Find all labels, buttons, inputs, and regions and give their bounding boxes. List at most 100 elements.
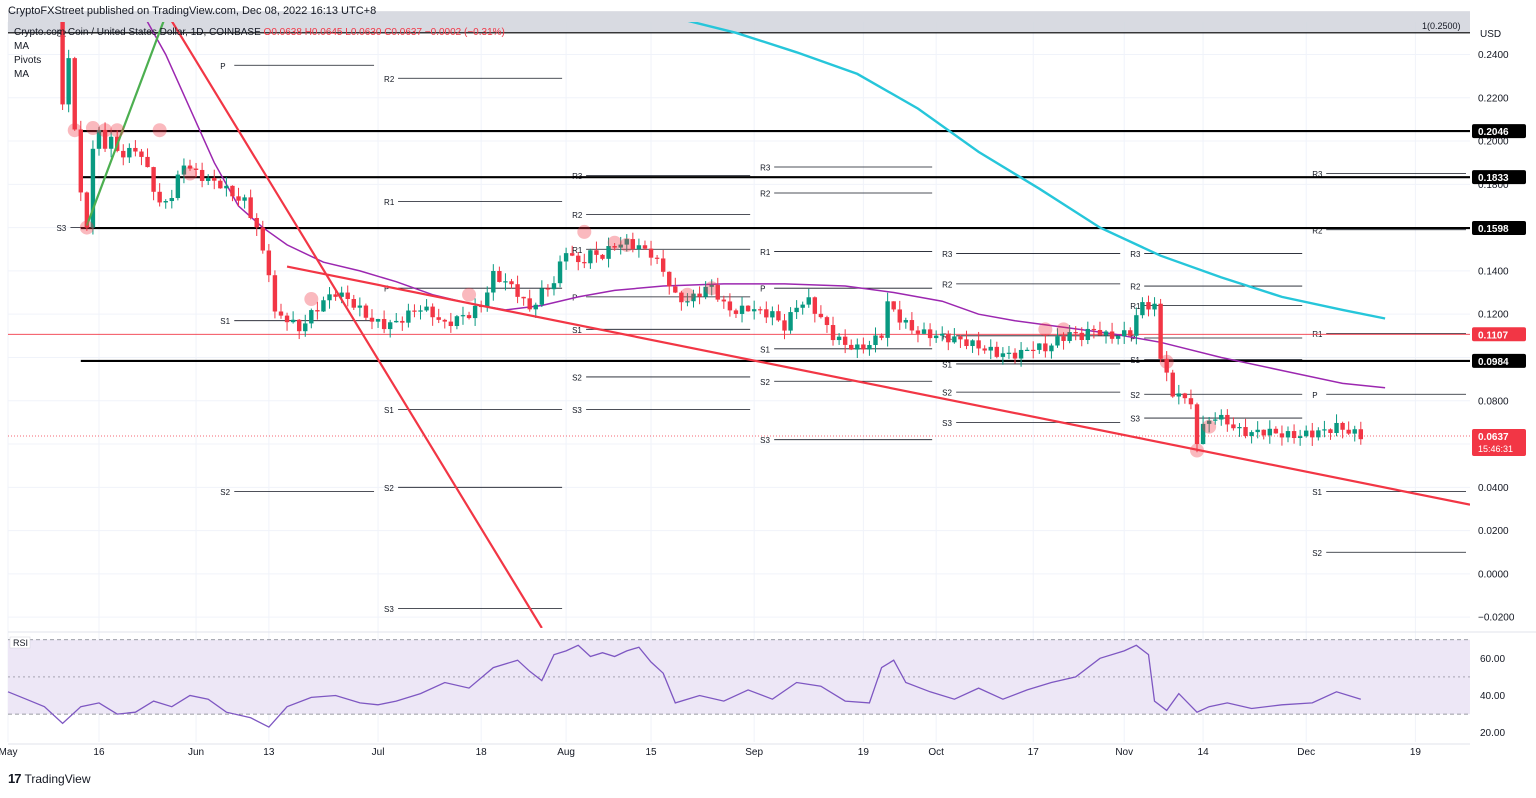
candle-up [539,288,545,305]
ohlc-readout: O0.0638 H0.0645 L0.0630 C0.0637 −0.0002 … [263,27,505,38]
price-plot-area: S2 S3 P S1 S2 R2 R1 P S1 S2 S3 R3 R2 R1 P S1 S2 S3 R3 R2 R1 P… [8,22,1470,628]
candle-down [230,185,235,197]
candle-up [224,185,229,189]
indicator-ma-2[interactable]: MA [14,69,29,80]
candle-up [624,239,629,245]
candle-up [1067,332,1072,341]
pivot-label-s2: S2 [760,378,770,387]
highlight-circle [1056,322,1071,337]
candle-down [1194,404,1200,445]
candle-down [630,239,636,250]
candle-up [885,301,890,338]
candle-up [406,310,411,323]
candle-up [551,283,557,290]
candle-down [248,197,253,218]
candle-down [369,317,375,322]
candle-down [745,305,751,312]
y-tick-label: −0.0200 [1478,613,1515,624]
pivot-label-s1: S1 [1312,488,1322,497]
pivot-label-s2: S2 [1130,391,1140,400]
y-tick-label: 0.1400 [1478,266,1509,277]
candle-down [145,156,150,168]
pivot-label-s2: S2 [220,488,230,497]
x-tick-label: Jul [372,747,385,758]
candle-up [1049,345,1054,352]
highlight-circle [98,123,113,138]
candle-up [205,177,211,181]
highlight-circle [577,224,592,239]
candle-down [1170,372,1175,397]
pivot-label-s1: S1 [760,345,770,354]
pivot-label-r2: R2 [384,75,395,84]
candle-down [927,329,933,339]
highlight-circle [152,123,167,138]
candle-down [466,315,472,319]
candle-up [952,336,957,343]
candle-up [108,136,114,149]
candle-down [1279,433,1285,438]
candle-up [1237,427,1242,429]
level-tag: 0.1833 [1478,173,1509,184]
candle-down [776,311,781,321]
candle-down [1231,424,1236,429]
level-tag-1107: 0.1107 [1478,330,1508,341]
highlight-circle [1159,354,1174,369]
level-tag-1107-bg [1472,327,1526,342]
candle-up [800,304,805,308]
pivot-label-r2: R2 [1130,283,1141,292]
pivot-label-r2: R2 [942,280,953,289]
top-zone-band [8,11,1470,33]
candle-up [1352,429,1357,434]
candle-down [236,196,241,201]
candle-down [994,346,1000,357]
candle-up [303,323,308,332]
candle-up [1018,349,1024,359]
candle-up [855,344,860,350]
highlight-circle [607,235,622,250]
candle-down [842,336,848,345]
candle-down [1273,428,1279,434]
x-tick-label: Oct [928,747,944,758]
candle-down [697,293,702,297]
candle-down [758,309,763,311]
candle-down [667,271,672,287]
indicator-ma-1[interactable]: MA [14,41,29,52]
y-tick-label: 0.1800 [1478,180,1509,191]
candle-up [788,312,793,331]
candle-down [266,250,272,276]
candle-down [60,22,65,105]
candle-down [818,313,824,318]
candle-down [1146,302,1151,310]
pivot-label-s1: S1 [572,326,582,335]
symbol-title[interactable]: Crypto.com Coin / United States Dollar, … [14,27,261,38]
candle-down [721,299,727,302]
candle-down [642,245,648,249]
candle-up [1267,428,1273,436]
pivot-label-s1: S1 [220,317,230,326]
candle-down [284,315,290,323]
candle-up [491,270,496,293]
x-tick-label: 19 [1410,747,1422,758]
candle-down [897,309,902,323]
candle-up [181,165,187,175]
x-tick-label: 16 [93,747,105,758]
candle-up [618,244,623,248]
indicator-pivots[interactable]: Pivots [14,55,42,66]
candle-down [84,192,90,228]
resistance-top-label: 1(0.2500) [1422,21,1461,31]
candle-up [873,335,878,346]
tradingview-brand: TradingView [24,771,91,786]
highlight-circle [79,220,94,235]
publish-info: CryptoFXStreet published on TradingView.… [8,5,377,17]
candle-down [1031,349,1036,352]
trendline-green [85,22,165,226]
candle-down [909,320,915,331]
pivot-label-r2: R2 [572,211,583,220]
candle-up [1152,303,1157,310]
candle-down [218,180,223,189]
tradingview-logo[interactable]: 17 TradingView [8,771,91,786]
candle-down [351,299,356,308]
candle-up [290,319,296,323]
